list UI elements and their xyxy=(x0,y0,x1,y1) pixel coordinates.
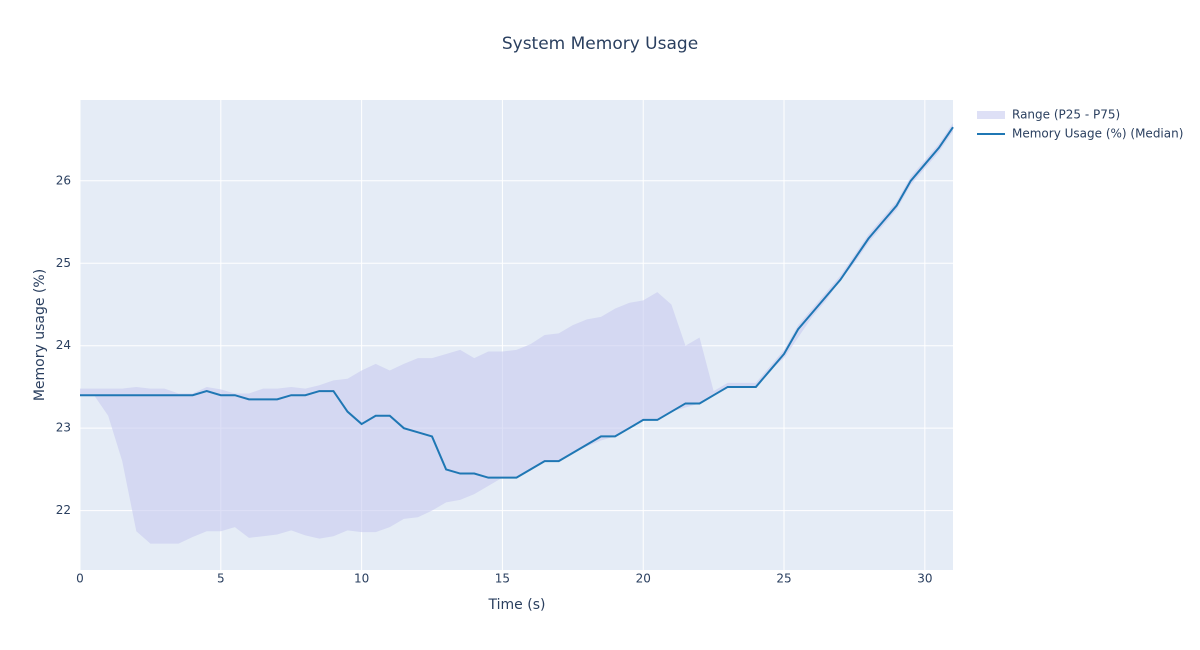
y-tick-label: 22 xyxy=(56,503,71,517)
y-tick-label: 23 xyxy=(56,421,71,435)
median-line xyxy=(80,126,954,479)
y-axis-label: Memory usage (%) xyxy=(32,269,48,401)
x-axis-label: Time (s) xyxy=(488,597,546,613)
x-tick-label: 25 xyxy=(776,572,791,586)
range-band xyxy=(80,123,953,544)
chart-title: System Memory Usage xyxy=(502,34,698,54)
x-tick-label: 15 xyxy=(495,572,510,586)
y-tick-label: 24 xyxy=(56,338,71,352)
y-tick-label: 25 xyxy=(56,256,71,270)
y-tick-label: 26 xyxy=(56,173,71,187)
x-tick-label: 5 xyxy=(217,572,225,586)
legend-label: Range (P25 - P75) xyxy=(1012,108,1120,122)
x-tick-label: 10 xyxy=(354,572,369,586)
x-tick-label: 30 xyxy=(917,572,932,586)
x-tick-label: 20 xyxy=(636,572,651,586)
x-tick-label: 0 xyxy=(76,572,84,586)
legend-label: Memory Usage (%) (Median) xyxy=(1012,127,1183,141)
